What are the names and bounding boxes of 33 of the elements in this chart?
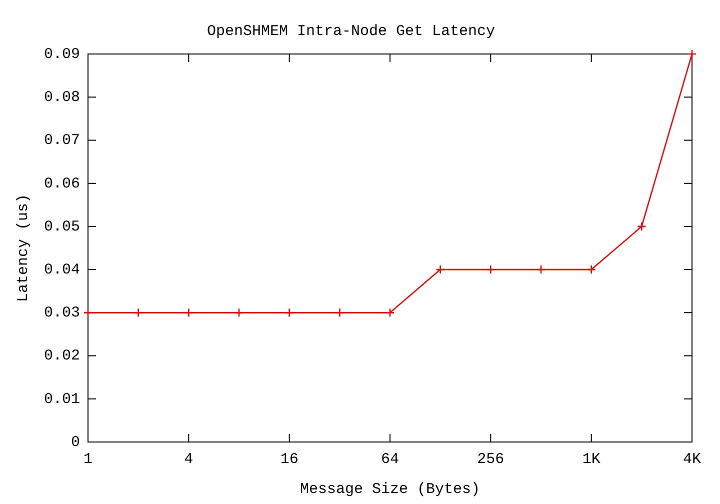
point bbox=[284, 308, 294, 318]
point bbox=[637, 222, 646, 232]
y-tick-label: 0.09 bbox=[44, 46, 80, 63]
point bbox=[436, 264, 445, 274]
x-tick-label: 4 bbox=[184, 450, 194, 468]
x-axis-title: Message Size (Bytes) bbox=[300, 480, 480, 498]
x-tick-label: 256 bbox=[477, 450, 504, 468]
point bbox=[385, 308, 395, 318]
x-tick-label: 1K bbox=[582, 450, 600, 468]
y-tick-label: 0.03 bbox=[44, 304, 80, 322]
y-tick-label: 0.05 bbox=[44, 218, 80, 236]
chart-title: OpenSHMEM Intra-Node Get Latency bbox=[206, 22, 496, 40]
x-tick-label: 16 bbox=[280, 450, 298, 468]
point bbox=[234, 308, 244, 318]
y-tick-label: 0.07 bbox=[44, 132, 80, 150]
y-tick-label: 0 bbox=[70, 434, 80, 451]
x-tick-label: 4K bbox=[682, 450, 702, 468]
point bbox=[335, 308, 344, 318]
y-tick-label: 0.08 bbox=[44, 89, 80, 106]
point bbox=[184, 308, 194, 318]
y-tick-label: 0.01 bbox=[44, 390, 80, 408]
point bbox=[486, 264, 496, 274]
y-axis-title: Latency (us) bbox=[14, 194, 32, 302]
x-tick-label: 64 bbox=[380, 450, 400, 468]
point bbox=[83, 308, 93, 318]
point bbox=[536, 264, 546, 274]
point bbox=[687, 49, 697, 59]
y-tick-label: 0.06 bbox=[44, 175, 80, 192]
point bbox=[586, 264, 596, 274]
x-tick-label: 1 bbox=[84, 450, 93, 468]
point bbox=[134, 308, 143, 318]
y-tick-label: 0.02 bbox=[44, 348, 80, 365]
y-tick-label: 0.04 bbox=[44, 262, 80, 279]
